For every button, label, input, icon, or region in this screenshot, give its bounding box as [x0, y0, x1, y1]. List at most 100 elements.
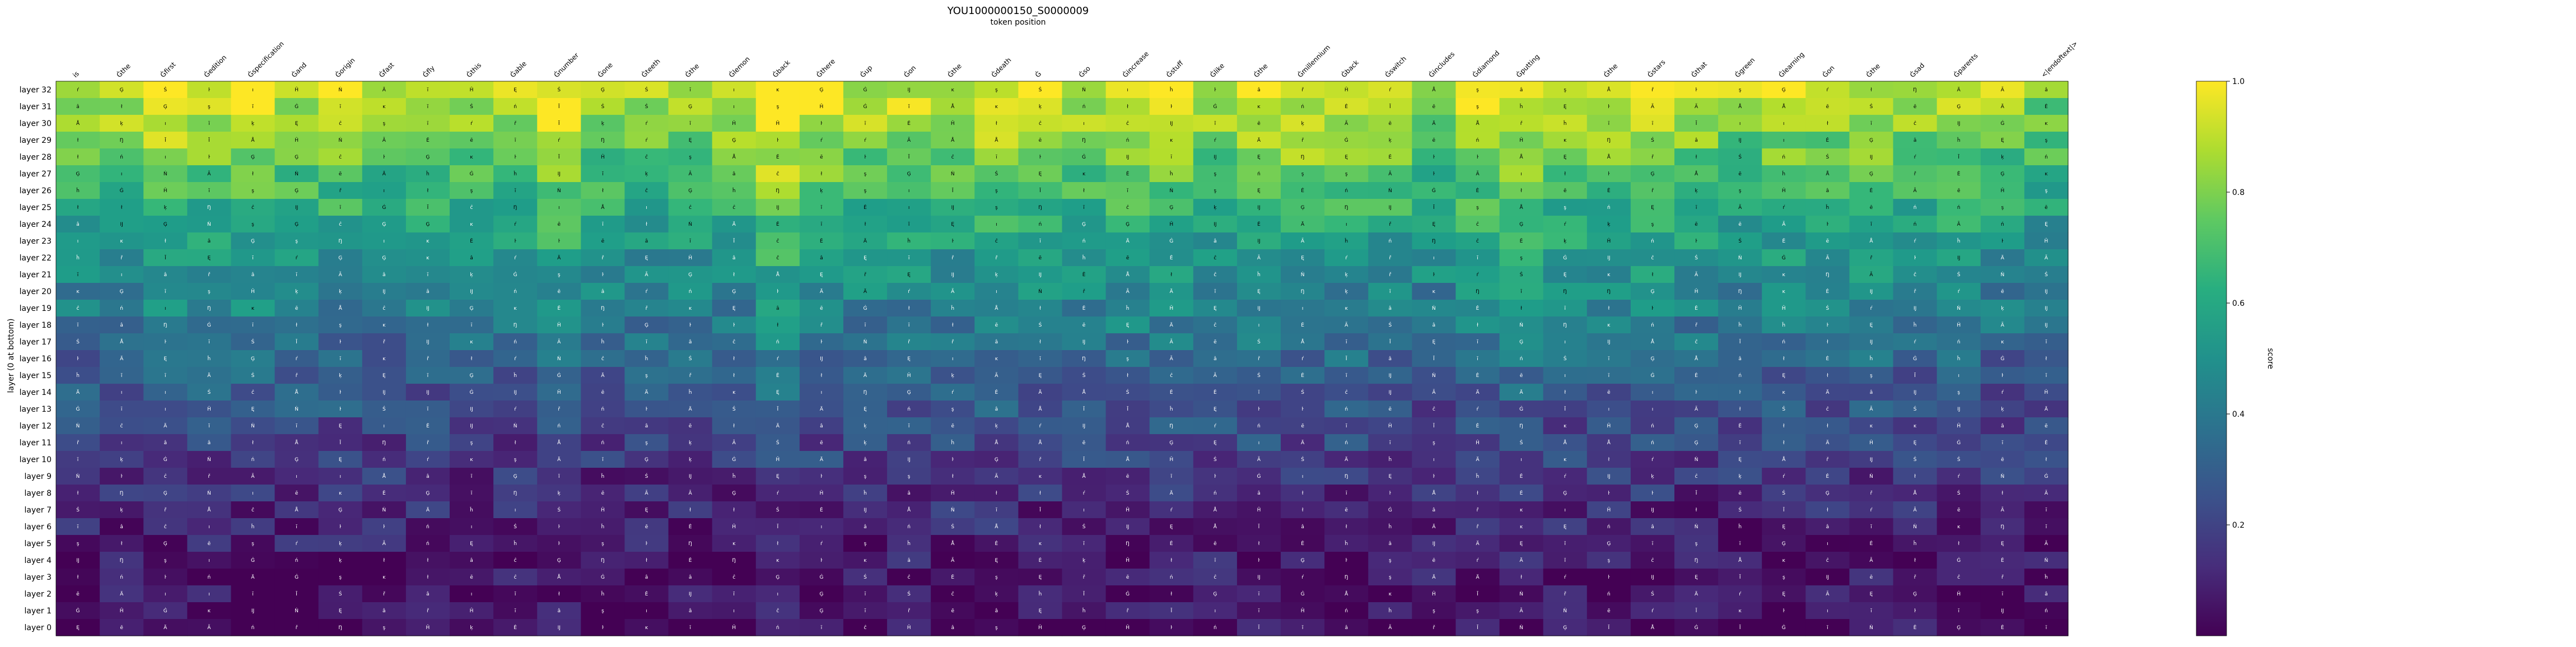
cell-token-label: Ĳ — [2045, 323, 2047, 328]
x-tick-label: Ġparents — [1952, 51, 1980, 79]
heatmap-cell — [2024, 283, 2069, 300]
cell-token-label: ĸ — [1389, 592, 1392, 597]
heatmap-cell — [1236, 434, 1281, 451]
heatmap-cell — [1499, 485, 1544, 502]
cell-token-label: Ś — [1082, 372, 1086, 379]
cell-token-label: Ŋ — [1826, 272, 1830, 278]
heatmap-cell — [1980, 115, 2025, 132]
cell-token-label: ĭ — [77, 323, 79, 328]
heatmap-cell — [1455, 569, 1500, 586]
cell-token-label: Ĥ — [470, 607, 474, 614]
heatmap-cell — [1630, 585, 1675, 603]
heatmap-cell — [1324, 300, 1369, 317]
heatmap-cell — [1674, 384, 1719, 401]
cell-token-label: ŕ — [1170, 508, 1173, 513]
heatmap-cell — [1674, 535, 1719, 552]
cell-token-label: Ĳ — [1870, 289, 1873, 295]
heatmap-cell — [799, 199, 844, 216]
y-tick-label: layer 8 — [25, 489, 52, 498]
cell-token-label: ş — [77, 541, 80, 547]
heatmap-cell — [1455, 81, 1500, 99]
cell-token-label: Ė — [951, 574, 954, 580]
heatmap-cell — [931, 367, 975, 384]
heatmap-cell — [1893, 249, 1938, 267]
heatmap-cell — [493, 417, 538, 435]
cell-token-label: ł — [1039, 491, 1041, 496]
heatmap-cell — [1236, 132, 1281, 149]
cell-token-label: Ŋ — [207, 205, 211, 211]
cell-token-label: ł — [1827, 339, 1828, 345]
cell-token-label: Ã — [1520, 608, 1524, 614]
cell-token-label: Ä — [1432, 574, 1436, 580]
cell-token-label: ŀ — [1214, 474, 1216, 480]
cell-token-label: ł — [1652, 272, 1654, 278]
cell-token-label: Ŋ — [601, 558, 605, 564]
cell-token-label: ş — [995, 575, 998, 580]
cell-token-label: ń — [907, 440, 911, 446]
cell-token-label: Ģ — [251, 239, 255, 244]
heatmap-cell — [1368, 417, 1412, 435]
cell-token-label: Ę — [907, 356, 911, 362]
heatmap-cell — [449, 148, 494, 166]
cell-token-label: ĸ — [776, 558, 780, 564]
cell-token-label: ł — [1520, 306, 1522, 311]
heatmap-cell — [231, 232, 276, 250]
cell-token-label: Ĳ — [1607, 474, 1610, 480]
heatmap-cell — [1324, 619, 1369, 636]
heatmap-cell — [624, 619, 669, 636]
cell-token-label: â — [1870, 390, 1873, 395]
heatmap-cell — [1499, 115, 1544, 132]
cell-token-label: ĉ — [1214, 272, 1216, 278]
cell-token-label: ł — [1564, 390, 1566, 395]
cell-token-label: Å — [295, 389, 299, 395]
cell-token-label: ĸ — [1170, 138, 1173, 143]
cell-token-label: ŕ — [1301, 356, 1304, 362]
heatmap-cell — [100, 132, 144, 149]
heatmap-cell — [362, 501, 407, 519]
heatmap-cell — [1849, 232, 1894, 250]
heatmap-cell — [1543, 585, 1588, 603]
cell-token-label: Å — [1869, 238, 1873, 244]
heatmap-cell — [1149, 518, 1194, 536]
heatmap-cell — [1630, 98, 1675, 115]
heatmap-cell — [1018, 165, 1063, 183]
heatmap-cell — [1543, 98, 1588, 115]
heatmap-cell — [1980, 132, 2025, 149]
heatmap-cell — [1236, 585, 1281, 603]
cell-token-label: â — [864, 457, 867, 463]
heatmap-cell — [537, 585, 581, 603]
cell-token-label: ı — [1652, 407, 1654, 412]
heatmap-cell — [1543, 249, 1588, 267]
heatmap-cell — [1281, 535, 1325, 552]
heatmap-cell — [362, 384, 407, 401]
heatmap-cell — [624, 182, 669, 199]
heatmap-cell — [1630, 148, 1675, 166]
heatmap-cell — [755, 266, 800, 283]
cell-token-label: Ã — [1388, 625, 1392, 631]
heatmap-cell — [405, 98, 450, 115]
cell-token-label: ń — [1257, 171, 1261, 177]
cell-token-label: ĸ — [470, 222, 473, 227]
heatmap-cell — [1499, 165, 1544, 183]
heatmap-cell — [1455, 535, 1500, 552]
cell-token-label: ĸ — [339, 491, 342, 496]
heatmap-cell — [143, 367, 188, 384]
cell-token-label: Ę — [951, 222, 954, 227]
cell-token-label: ı — [646, 205, 647, 211]
cell-token-label: Å — [951, 103, 955, 110]
cell-token-label: ş — [864, 188, 867, 194]
heatmap-cell — [1936, 569, 1981, 586]
heatmap-cell — [318, 283, 363, 300]
cell-token-label: Ĥ — [1782, 187, 1786, 194]
heatmap-cell — [624, 350, 669, 367]
cell-token-label: ł — [77, 138, 79, 143]
heatmap-cell — [231, 417, 276, 435]
heatmap-cell — [668, 81, 713, 99]
cell-token-label: Ã — [2045, 255, 2048, 261]
cell-token-label: Ī — [1739, 574, 1741, 580]
cell-token-label: ķ — [1345, 289, 1348, 295]
cell-token-label: Å — [1301, 338, 1305, 345]
cell-token-label: Ġ — [1082, 154, 1086, 160]
heatmap-cell — [1499, 569, 1544, 586]
heatmap-cell — [1105, 501, 1150, 519]
